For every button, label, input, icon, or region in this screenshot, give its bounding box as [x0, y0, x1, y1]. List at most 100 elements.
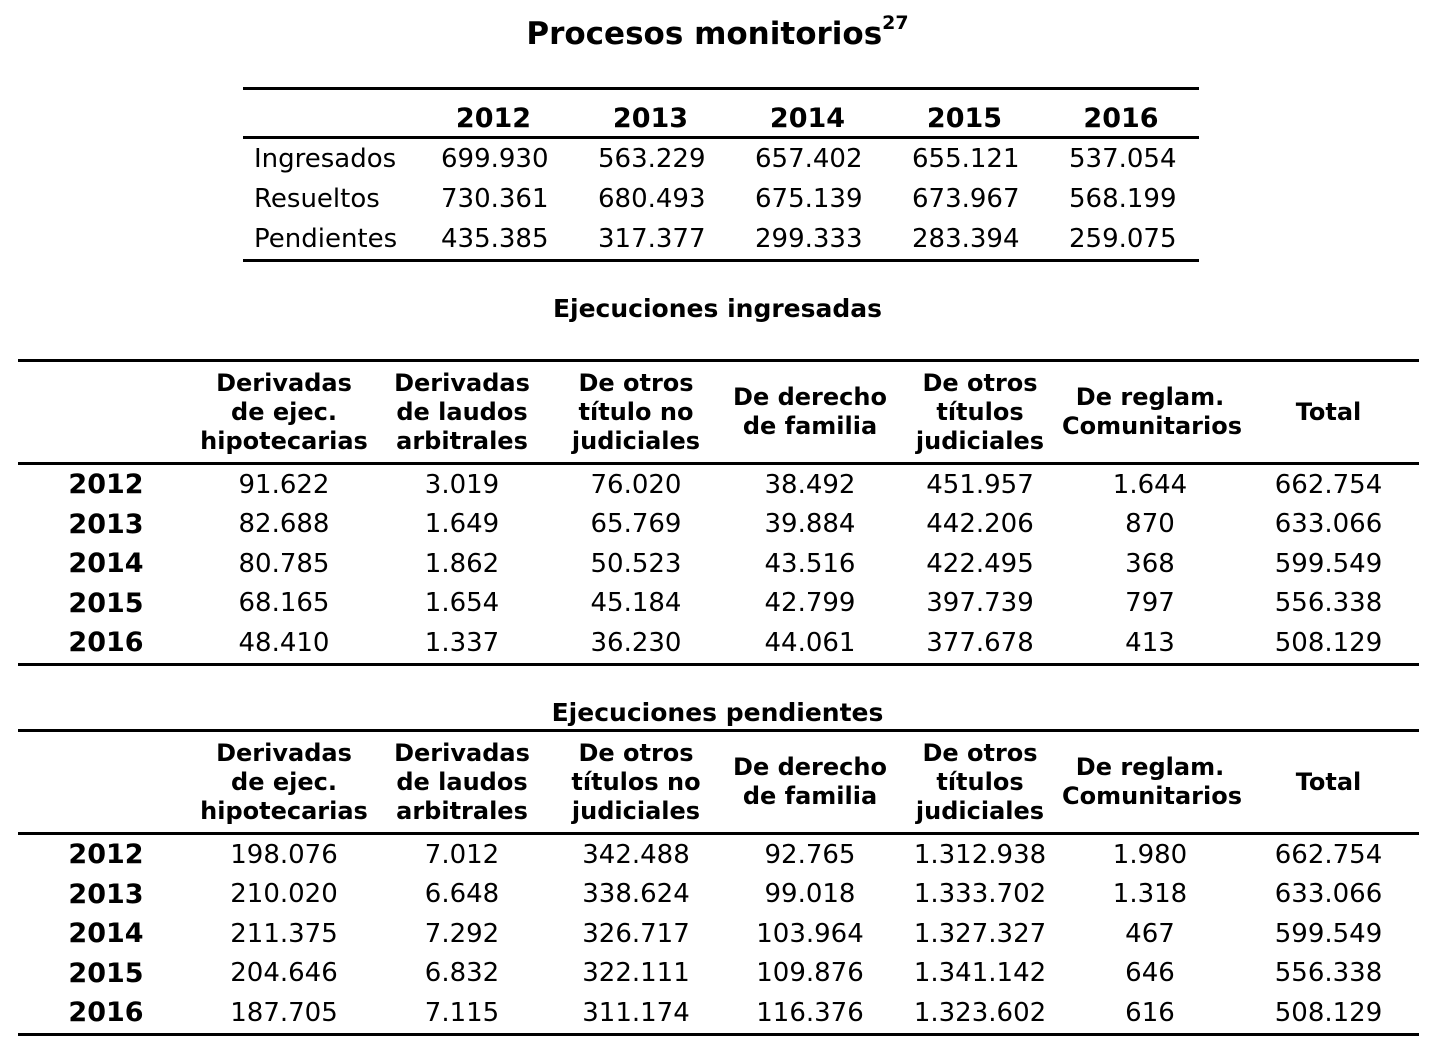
header-line: De otros [922, 738, 1038, 767]
table-cell: 1.980 [1112, 839, 1188, 870]
table-row: 2016 48.410 1.337 36.230 44.061 377.678 413 508… [18, 623, 1419, 664]
table-cell: 50.523 [590, 548, 682, 579]
header-cell: De reglam. Comunitarios [1062, 730, 1243, 835]
header-line: De otros [578, 368, 694, 397]
header-line: Total [1295, 397, 1362, 426]
table-cell: 36.230 [590, 627, 682, 658]
header-cell [243, 88, 415, 139]
ejecuciones-ingresadas-table: Derivadas de ejec. hipotecarias Derivadas de… [18, 359, 1419, 666]
header-cell: 2013 [572, 88, 729, 139]
table-cell: 342.488 [582, 839, 690, 870]
header-cell: De derecho de familia [722, 730, 898, 835]
header-line: Derivadas [216, 738, 352, 767]
row-label: Resueltos [254, 184, 380, 214]
table-cell: 699.930 [441, 144, 549, 174]
header-cell-empty [18, 730, 194, 835]
table-cell: 870 [1125, 509, 1175, 540]
table-cell: 1.312.938 [913, 839, 1047, 870]
row-year: 2014 [68, 918, 144, 950]
table-cell: 259.075 [1069, 224, 1177, 254]
table-cell: 673.967 [912, 184, 1020, 214]
table-cell: 730.361 [441, 184, 549, 214]
header-cell: Derivadas de ejec. hipotecarias [194, 730, 374, 835]
header-line: De otros [922, 368, 1038, 397]
table-cell: 616 [1125, 997, 1175, 1028]
header-cell: 2015 [886, 88, 1043, 139]
header-cell: De reglam. Comunitarios [1062, 360, 1243, 465]
table-cell: 187.705 [230, 997, 338, 1028]
procesos-monitorios-title-text: Procesos monitorios [526, 16, 883, 52]
table-cell: 1.644 [1112, 469, 1188, 500]
table-cell: 568.199 [1069, 184, 1177, 214]
ejecuciones-ingresadas-title: Ejecuciones ingresadas [552, 294, 883, 323]
table-cell: 675.139 [755, 184, 863, 214]
table-cell: 7.012 [424, 839, 500, 870]
procesos-monitorios-table: 2012 2013 2014 2015 2016 Ingresados 699.… [243, 87, 1199, 262]
row-year: 2016 [68, 997, 144, 1029]
table-row: 2015 204.646 6.832 322.111 109.876 1.341.142 6… [18, 954, 1419, 994]
header-line: De derecho [733, 383, 887, 411]
table-cell: 435.385 [441, 224, 549, 254]
table-cell: 7.292 [424, 918, 500, 949]
table-cell: 68.165 [238, 588, 330, 619]
header-line: hipotecarias [200, 796, 368, 825]
table-cell: 662.754 [1274, 839, 1383, 870]
table-row: 2012 198.076 7.012 342.488 92.765 1.312.938 1.… [18, 834, 1419, 875]
header-line: de familia [742, 412, 878, 440]
table-cell: 326.717 [582, 918, 690, 949]
table-cell: 413 [1125, 627, 1175, 658]
table-cell: 80.785 [238, 548, 330, 579]
table-cell: 1.323.602 [913, 997, 1047, 1028]
table-cell: 99.018 [764, 879, 856, 910]
header-line: títulos [936, 767, 1024, 796]
header-cell: De otros título no judiciales [550, 360, 722, 465]
row-year: 2013 [68, 508, 144, 540]
table-cell: 311.174 [582, 997, 690, 1028]
header-line: De otros [578, 738, 694, 767]
table-cell: 299.333 [755, 224, 863, 254]
table-header-row: Derivadas de ejec. hipotecarias Derivadas de… [18, 360, 1419, 465]
table-cell: 76.020 [590, 469, 682, 500]
table-cell: 1.654 [424, 588, 500, 619]
header-line: de ejec. [231, 397, 337, 426]
table-cell: 1.341.142 [913, 958, 1047, 989]
table-header-row: Derivadas de ejec. hipotecarias Derivadas de… [18, 730, 1419, 835]
table-cell: 48.410 [238, 627, 330, 658]
table-cell: 91.622 [238, 469, 330, 500]
table-cell: 1.318 [1112, 879, 1188, 910]
header-cell: Derivadas de laudos arbitrales [374, 360, 550, 465]
table-cell: 109.876 [756, 958, 864, 989]
table-cell: 657.402 [755, 144, 863, 174]
table-cell: 283.394 [912, 224, 1020, 254]
table-cell: 563.229 [598, 144, 706, 174]
table-cell: 116.376 [756, 997, 864, 1028]
header-line: Comunitarios [1062, 782, 1243, 810]
table-cell: 422.495 [926, 548, 1034, 579]
table-cell: 397.739 [926, 588, 1034, 619]
row-year: 2012 [68, 469, 144, 501]
row-year: 2015 [68, 957, 144, 989]
table-cell: 680.493 [598, 184, 706, 214]
header-line: Comunitarios [1062, 412, 1243, 440]
table-cell: 7.115 [424, 997, 500, 1028]
header-cell: 2014 [729, 88, 886, 139]
header-cell: 2012 [415, 88, 572, 139]
table-cell: 662.754 [1274, 469, 1383, 500]
table-cell: 198.076 [230, 839, 338, 870]
header-line: judiciales [571, 796, 701, 825]
table-cell: 6.648 [424, 879, 500, 910]
table-cell: 39.884 [764, 509, 856, 540]
header-line: De derecho [733, 753, 887, 781]
table-cell: 451.957 [926, 469, 1034, 500]
table-cell: 204.646 [230, 958, 338, 989]
table-cell: 599.549 [1274, 548, 1383, 579]
table-cell: 508.129 [1274, 997, 1383, 1028]
header-line: arbitrales [396, 426, 528, 455]
header-line: hipotecarias [200, 426, 368, 455]
table-cell: 211.375 [230, 918, 338, 949]
table-row: 2016 187.705 7.115 311.174 116.376 1.323.602 6… [18, 993, 1419, 1034]
row-year: 2014 [68, 548, 144, 580]
table-row: 2013 210.020 6.648 338.624 99.018 1.333.702 1.… [18, 875, 1419, 915]
header-line: de ejec. [231, 767, 337, 796]
table-cell: 42.799 [764, 588, 856, 619]
